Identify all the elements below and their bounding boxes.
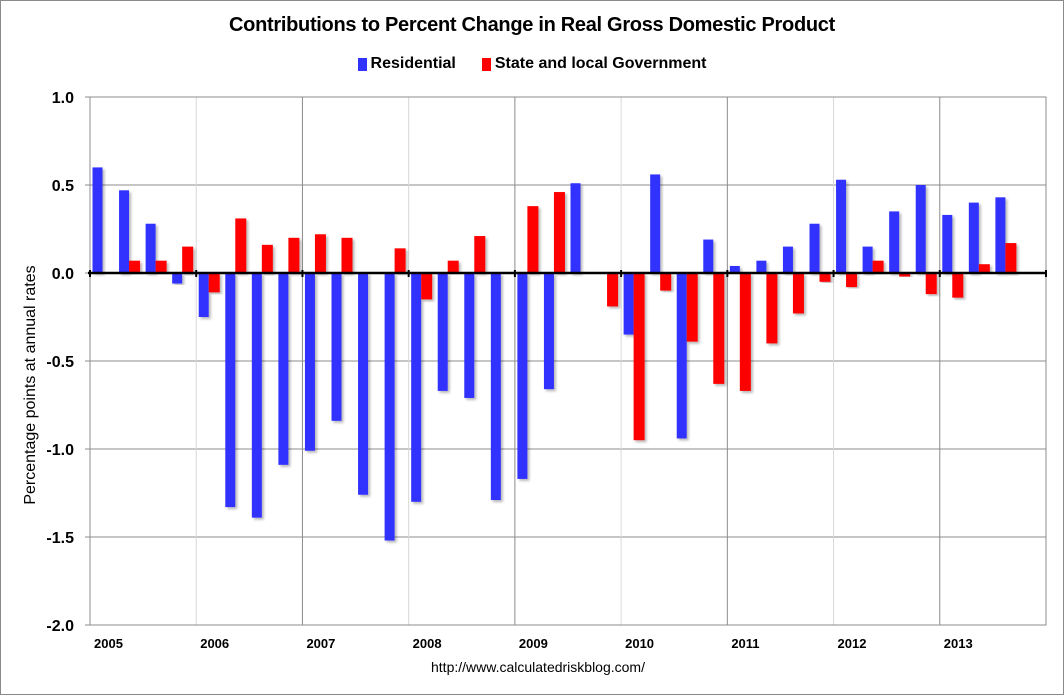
bar-state-local-government <box>1005 243 1017 273</box>
x-tick-label: 2008 <box>413 636 442 651</box>
bar-state-local-government <box>819 273 831 282</box>
bar-state-local-government <box>208 273 220 293</box>
y-tick-label: 1.0 <box>52 90 74 107</box>
bar-state-local-government <box>713 273 725 384</box>
legend-swatch-residential <box>357 57 367 71</box>
y-tick-label: -0.5 <box>46 354 74 371</box>
bar-residential <box>995 197 1006 273</box>
plot-border <box>89 96 1047 626</box>
x-tick-label: 2005 <box>94 636 123 651</box>
x-tick-label: 2006 <box>200 636 229 651</box>
bar-residential <box>225 273 236 508</box>
bar-state-local-government <box>314 234 326 273</box>
bar-residential <box>490 273 501 501</box>
bar-residential <box>198 273 209 317</box>
bar-state-local-government <box>925 273 937 295</box>
bar-state-local-government <box>261 244 273 273</box>
bar-state-local-government <box>235 218 247 273</box>
bar-state-local-government <box>686 273 698 342</box>
legend-swatch-state-local-government <box>481 57 491 71</box>
bar-state-local-government <box>899 273 911 277</box>
bar-residential <box>915 185 926 273</box>
bar-residential <box>251 273 262 518</box>
bar-residential <box>145 223 156 273</box>
bar-residential <box>862 246 873 273</box>
x-tick-label: 2011 <box>731 636 759 651</box>
bar-residential <box>172 273 183 284</box>
bar-state-local-government <box>129 260 141 273</box>
y-tick-label: -2.0 <box>46 618 74 635</box>
bar-state-local-government <box>607 273 619 307</box>
bar-residential <box>809 223 820 273</box>
bar-state-local-government <box>474 236 486 273</box>
y-tick-label: 0.0 <box>52 266 74 283</box>
bar-residential <box>676 273 687 439</box>
bar-state-local-government <box>341 237 353 273</box>
legend-item-residential: Residential <box>357 55 456 73</box>
bar-residential <box>384 273 395 541</box>
bar-residential <box>729 265 740 273</box>
bar-residential <box>650 174 661 273</box>
bar-residential <box>756 260 767 273</box>
x-tick-label: 2012 <box>838 636 867 651</box>
bar-state-local-government <box>155 260 167 273</box>
bar-residential <box>278 273 289 465</box>
bar-residential <box>464 273 475 398</box>
bar-state-local-government <box>553 192 565 273</box>
bar-state-local-government <box>766 273 778 344</box>
bar-state-local-government <box>792 273 804 314</box>
bar-residential <box>889 211 900 273</box>
bar-state-local-government <box>872 260 884 273</box>
bar-residential <box>92 167 103 273</box>
bar-residential <box>623 273 634 335</box>
bar-state-local-government <box>182 246 194 273</box>
bar-state-local-government <box>447 260 459 273</box>
legend-item-state-local-government: State and local Government <box>481 55 707 73</box>
bar-residential <box>411 273 422 502</box>
bar-residential <box>836 179 847 273</box>
bar-state-local-government <box>633 273 645 441</box>
bar-residential <box>782 246 793 273</box>
bar-residential <box>304 273 315 451</box>
y-tick-label: -1.5 <box>46 530 74 547</box>
bar-residential <box>517 273 528 479</box>
x-tick-label: 2007 <box>306 636 335 651</box>
x-tick-label: 2010 <box>625 636 654 651</box>
y-tick-label: -1.0 <box>46 442 74 459</box>
chart-title: Contributions to Percent Change in Real … <box>229 14 835 36</box>
bar-residential <box>437 273 448 391</box>
bar-state-local-government <box>660 273 672 291</box>
bar-residential <box>358 273 369 495</box>
bar-state-local-government <box>288 237 300 273</box>
bar-state-local-government <box>846 273 858 288</box>
bar-residential <box>703 239 714 273</box>
bar-residential <box>570 183 581 273</box>
bar-state-local-government <box>394 248 406 273</box>
x-tick-label: 2009 <box>519 636 548 651</box>
bar-residential <box>119 190 130 273</box>
bar-state-local-government <box>978 264 990 273</box>
bar-state-local-government <box>952 273 964 298</box>
bar-state-local-government <box>421 273 433 300</box>
legend-label-residential: Residential <box>370 55 456 72</box>
legend: Residential State and local Government <box>0 55 1064 73</box>
x-tick-label: 2013 <box>944 636 973 651</box>
bar-state-local-government <box>527 206 539 273</box>
bar-residential <box>968 202 979 273</box>
bar-residential <box>942 214 953 273</box>
legend-label-state-local-government: State and local Government <box>494 55 707 72</box>
source-url: http://www.calculatedriskblog.com/ <box>431 659 645 675</box>
bar-residential <box>331 273 342 421</box>
bar-residential <box>543 273 554 390</box>
y-tick-label: 0.5 <box>52 178 74 195</box>
bar-state-local-government <box>739 273 751 391</box>
